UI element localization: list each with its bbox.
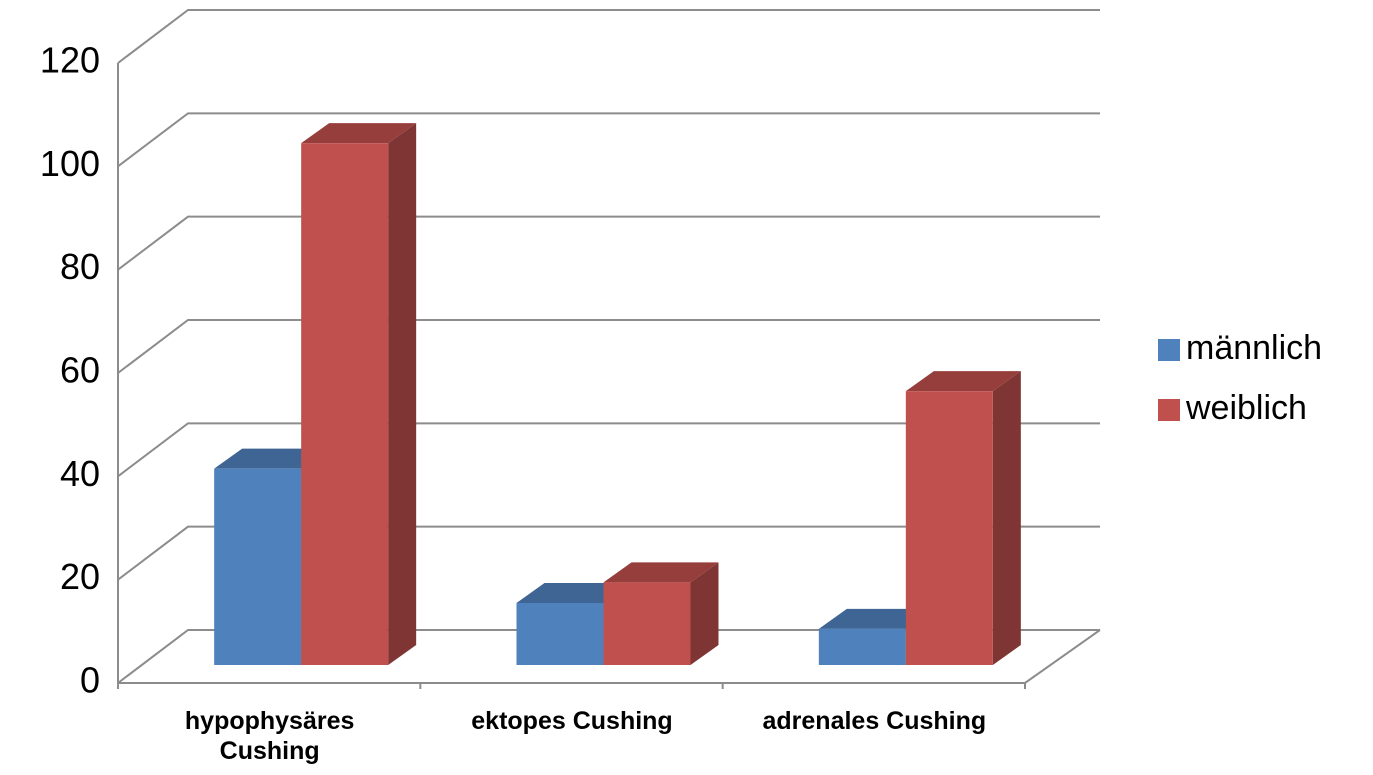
bar-top [301, 123, 417, 144]
bar [603, 582, 691, 665]
grid-line [117, 422, 1100, 478]
x-tick-label: hypophysäres Cushing [184, 707, 355, 765]
legend-label: weiblich [1185, 389, 1307, 427]
bar [516, 603, 604, 665]
bar-top [905, 371, 1021, 392]
bar-side [388, 123, 417, 665]
bar [214, 468, 302, 665]
bar-top [603, 562, 719, 583]
bar-top [516, 583, 632, 603]
bar-top [214, 448, 330, 469]
grid-line [117, 112, 1100, 168]
y-tick-label: 0 [80, 660, 100, 701]
grid-line [117, 215, 1100, 271]
legend-swatch [1158, 339, 1180, 361]
grid-line [117, 9, 1100, 64]
legend-swatch [1158, 399, 1180, 421]
x-tick-label: adrenales Cushing [762, 707, 987, 735]
grid-line [117, 525, 1100, 581]
y-tick-label: 100 [40, 143, 100, 184]
bar [818, 628, 906, 665]
bar-top [818, 608, 934, 629]
bar-side [992, 371, 1021, 665]
legend-label: männlich [1186, 329, 1322, 367]
grid-line [117, 629, 1100, 684]
bar [301, 143, 389, 665]
grid-line [117, 319, 1100, 374]
y-tick-label: 60 [60, 350, 100, 391]
y-tick-label: 40 [60, 453, 100, 494]
y-tick-label: 80 [60, 246, 100, 287]
x-tick-label: ektopes Cushing [471, 707, 673, 735]
bar [905, 391, 993, 665]
bar-side [690, 562, 719, 665]
y-tick-label: 20 [60, 556, 100, 597]
y-tick-label: 120 [40, 40, 100, 81]
